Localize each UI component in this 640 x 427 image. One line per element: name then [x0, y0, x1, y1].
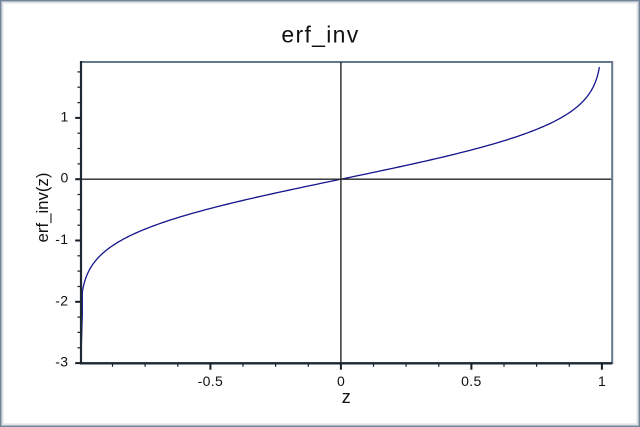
svg-text:erf_inv: erf_inv — [281, 21, 359, 47]
svg-text:1: 1 — [598, 373, 606, 389]
svg-text:erf_inv(z): erf_inv(z) — [33, 173, 52, 243]
svg-text:-3: -3 — [55, 354, 68, 370]
svg-text:z: z — [342, 387, 351, 407]
svg-text:0: 0 — [337, 373, 345, 389]
svg-text:0.5: 0.5 — [461, 373, 482, 389]
svg-text:1: 1 — [61, 108, 69, 124]
svg-text:-1: -1 — [55, 231, 68, 247]
svg-text:0: 0 — [61, 170, 69, 186]
svg-text:-2: -2 — [55, 292, 68, 308]
svg-text:-0.5: -0.5 — [198, 373, 224, 389]
